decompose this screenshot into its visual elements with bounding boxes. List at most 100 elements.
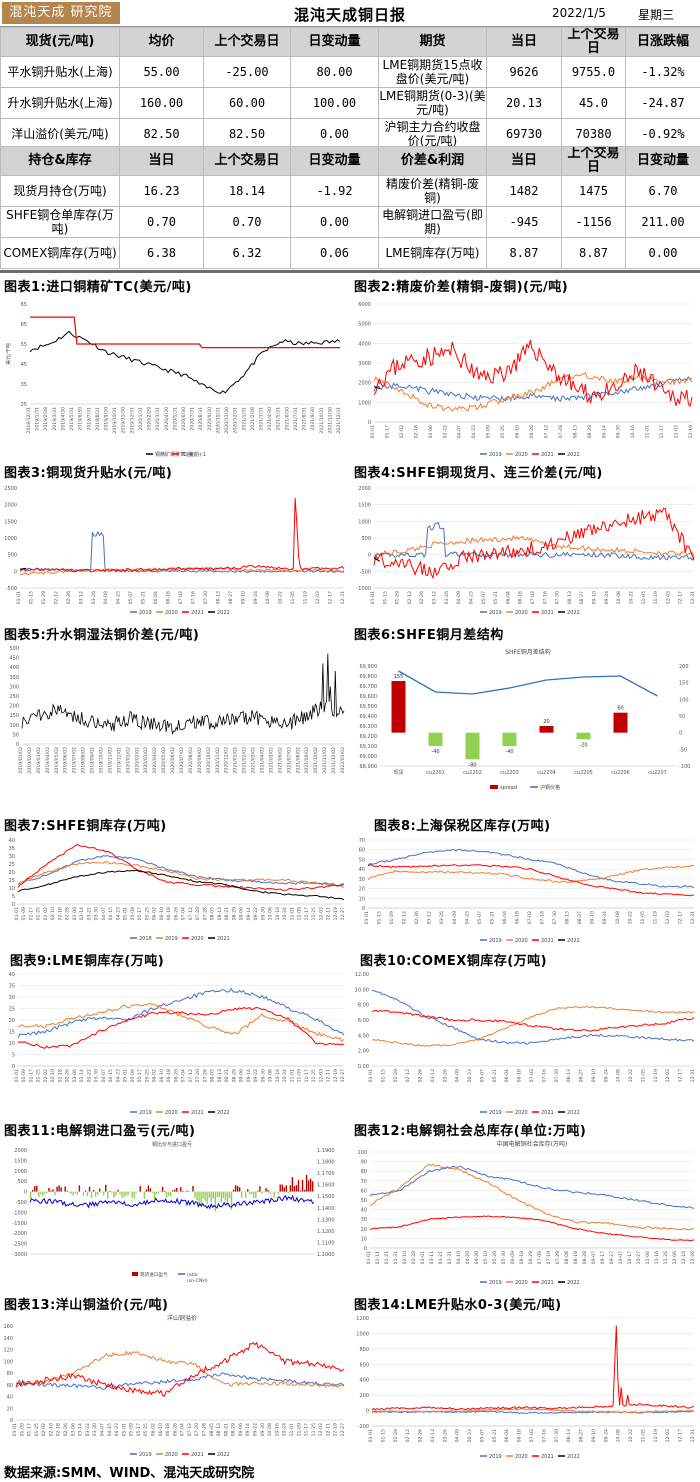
legend-label: 2021 [541, 1110, 554, 1116]
x-tick-label: 10-22 [628, 1429, 634, 1442]
legend-label: 2022 [217, 1452, 230, 1458]
legend-label: (sn-CNH) [187, 1278, 208, 1284]
x-tick-label: 02-18 [57, 907, 63, 920]
x-tick-label: 07-12 [543, 425, 549, 438]
header-cell: 价差&利润 [378, 146, 487, 176]
row-label: 沪铜主力合约收盘价(元/吨) [378, 118, 487, 150]
y2-tick-label: 1.1700 [317, 1171, 335, 1177]
x-tick-label: 01-15 [380, 1429, 386, 1442]
row-label: 洋山溢价(美元/吨) [0, 118, 120, 150]
x-tick-label: 07-12 [188, 907, 194, 920]
x-tick-label: 12-11 [326, 907, 332, 920]
x-tick-label: 02-18 [413, 425, 419, 438]
x-tick-label: 05-25 [144, 1069, 150, 1082]
x-tick-label: 03-26 [439, 911, 445, 924]
x-tick-label: 2019/5/31 [69, 407, 75, 431]
profit-bar [101, 1191, 103, 1193]
bar-data-label: 155 [394, 674, 404, 680]
x-tick-label: 2019/7/31 [86, 407, 92, 431]
y-tick-label: 0 [364, 1246, 367, 1252]
x-tick-label: 12-19 [688, 425, 694, 438]
x-tick-label: 01-01 [368, 1069, 374, 1082]
x-tick-label: 01-01 [364, 911, 370, 924]
x-tick-label: 01-15 [382, 591, 388, 604]
x-tick-label: 03-12 [430, 1429, 436, 1442]
x-tick-label: 02-10 [50, 907, 56, 920]
profit-bar [218, 1191, 221, 1198]
profit-bar [283, 1187, 285, 1192]
y-tick-label: 0 [16, 742, 19, 748]
table-row: COMEX铜库存(万吨) 6.38 6.32 0.06 LME铜库存(万吨) 8… [0, 237, 700, 269]
table-cell: -0.92% [625, 118, 700, 150]
series-2019 [15, 1372, 345, 1390]
profit-bar [224, 1191, 227, 1201]
x-tick-label: 03-12 [432, 591, 438, 604]
row-label: SHFE铜仓单库存(万吨) [0, 206, 120, 238]
profit-bar [109, 1190, 111, 1192]
y-tick-label: 0 [14, 569, 17, 575]
profit-bar [143, 1191, 145, 1199]
series-2020 [367, 864, 695, 884]
x-tick-label: 08-27 [579, 1069, 585, 1082]
x-tick-label: 05-21 [492, 1429, 498, 1442]
y-tick-label: 55 [21, 342, 27, 348]
x-tick-label: 05-25 [144, 907, 150, 920]
x-tick-label: 09-07 [591, 1251, 597, 1264]
x-tick-label: 12-27 [340, 1069, 346, 1082]
x-tick-label: 01-17 [384, 425, 390, 438]
chart-caption: 图表1:进口铜精矿TC(美元/吨) [4, 280, 192, 295]
profit-bar [52, 1189, 54, 1192]
profit-bar [56, 1186, 58, 1192]
x-tick-label: 08-13 [567, 591, 573, 604]
y-tick-label: 400 [9, 665, 19, 671]
x-tick-label: 06-09 [510, 1251, 516, 1264]
x-tick-label: 04-20 [465, 1251, 471, 1264]
row-label: 升水铜升贴水(上海) [0, 87, 120, 119]
x-tick-label: 2018/12/31 [26, 407, 32, 434]
row-label: LME铜期货15点收盘价(美元/吨) [378, 56, 487, 88]
x-tick-label: 2021/6/30 [284, 407, 290, 431]
x-tick-label: 11-05 [640, 911, 646, 924]
x-tick-label: 2020/05/02 [161, 747, 167, 774]
profit-bar [90, 1191, 93, 1199]
x-tick-label: 12-17 [678, 1429, 684, 1442]
x-tick-label: 11-01 [645, 425, 651, 438]
row-label: 平水铜升贴水(上海) [0, 56, 120, 88]
x-tick-label: 03-31 [447, 1251, 453, 1264]
profit-bar [186, 1190, 188, 1192]
x-tick-label: 02-12 [405, 1069, 411, 1082]
x-tick-label: 01-29 [389, 911, 395, 924]
x-tick-label: 02-18 [56, 1423, 62, 1436]
spread-line [21, 653, 345, 735]
profit-bar [68, 1191, 70, 1193]
x-tick-label: 03-30 [94, 1069, 100, 1082]
y-tick-label: 160 [3, 1324, 13, 1330]
y-tick-label: 2.00 [358, 1049, 369, 1055]
x-tick-label: 09-10 [591, 1429, 597, 1442]
report-weekday: 星期三 [638, 8, 675, 22]
x-tick-label: 12-17 [678, 591, 684, 604]
x-tick-label: 09-10 [592, 591, 598, 604]
x-tick-label: 2021/5/31 [276, 407, 282, 431]
x-tick-label: 06-18 [517, 1069, 523, 1082]
profit-bar [161, 1186, 164, 1192]
table-cell: 100.00 [290, 87, 379, 119]
profit-bar [70, 1191, 72, 1194]
x-tick-label: 08-05 [209, 1423, 215, 1436]
x-tick-label: 04-15 [108, 1069, 114, 1082]
profit-bar [86, 1191, 89, 1197]
legend-label: 2022 [217, 1110, 230, 1116]
profit-bar [287, 1191, 290, 1194]
y-tick-label: 20 [7, 1406, 13, 1412]
x-tick-label: 07-19 [546, 1251, 552, 1264]
y-tick-label: 5 [12, 894, 15, 900]
profit-bar [226, 1191, 229, 1206]
x-tick-label: 02-02 [41, 1423, 47, 1436]
y-tick-label: 2000 [14, 1148, 27, 1154]
x-tick-label: 07-16 [190, 591, 196, 604]
x-tick-label: 12-19 [333, 907, 339, 920]
x-tick-label: 10-08 [615, 911, 621, 924]
table-row: 现货月持仓(万吨) 16.23 18.14 -1.92 精废价差(精铜-废铜) … [0, 175, 700, 207]
table-row: SHFE铜仓单库存(万吨) 0.70 0.70 0.00 电解铜进口盈亏(即期)… [0, 206, 700, 238]
